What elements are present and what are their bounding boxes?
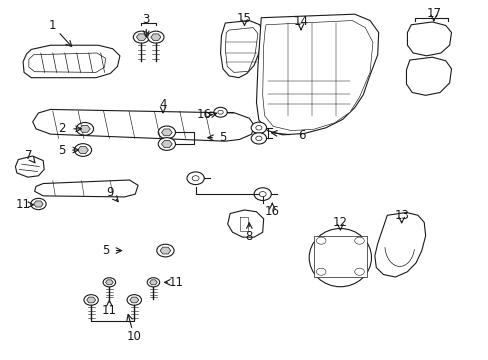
Text: 4: 4: [159, 98, 166, 111]
Polygon shape: [406, 57, 450, 95]
Polygon shape: [262, 21, 372, 131]
Circle shape: [74, 144, 91, 156]
Polygon shape: [161, 141, 172, 148]
Text: 6: 6: [298, 129, 305, 143]
Polygon shape: [29, 53, 105, 72]
Circle shape: [147, 31, 163, 43]
Polygon shape: [256, 14, 378, 135]
Text: 17: 17: [426, 7, 440, 20]
Polygon shape: [220, 21, 262, 78]
Circle shape: [192, 176, 199, 181]
Polygon shape: [34, 201, 43, 207]
FancyBboxPatch shape: [313, 237, 366, 277]
Text: 13: 13: [393, 209, 408, 222]
Text: 16: 16: [196, 108, 211, 121]
Circle shape: [255, 136, 262, 141]
Polygon shape: [407, 22, 450, 56]
Text: 16: 16: [264, 205, 279, 218]
Circle shape: [158, 138, 175, 150]
Circle shape: [133, 31, 149, 43]
Circle shape: [127, 294, 141, 305]
Text: 5: 5: [219, 131, 226, 144]
Polygon shape: [105, 280, 113, 285]
Circle shape: [259, 192, 265, 197]
Text: 11: 11: [16, 198, 31, 211]
Polygon shape: [16, 156, 44, 177]
Text: 14: 14: [293, 15, 308, 28]
Polygon shape: [160, 247, 170, 254]
Ellipse shape: [308, 229, 371, 287]
Text: 11: 11: [169, 276, 183, 289]
Text: 9: 9: [106, 186, 114, 199]
Circle shape: [354, 237, 364, 244]
Circle shape: [251, 133, 266, 144]
Polygon shape: [374, 212, 425, 277]
Circle shape: [255, 126, 262, 130]
Text: 8: 8: [245, 230, 252, 243]
Polygon shape: [136, 34, 146, 40]
Circle shape: [218, 110, 223, 114]
Polygon shape: [149, 280, 157, 285]
Polygon shape: [80, 125, 90, 132]
Text: 2: 2: [58, 122, 65, 135]
Circle shape: [157, 244, 174, 257]
Circle shape: [103, 278, 115, 287]
Circle shape: [316, 237, 325, 244]
Text: 15: 15: [237, 12, 251, 25]
Circle shape: [76, 122, 93, 135]
Text: 11: 11: [102, 304, 117, 317]
Polygon shape: [86, 297, 96, 303]
Circle shape: [84, 294, 98, 305]
Text: 12: 12: [332, 216, 347, 229]
Circle shape: [213, 107, 227, 117]
Circle shape: [316, 268, 325, 275]
Polygon shape: [129, 297, 139, 303]
Polygon shape: [225, 28, 257, 72]
Polygon shape: [23, 45, 120, 78]
Circle shape: [158, 126, 175, 139]
Text: 10: 10: [126, 330, 142, 343]
Circle shape: [254, 188, 271, 201]
Circle shape: [354, 268, 364, 275]
Polygon shape: [150, 34, 161, 40]
Circle shape: [31, 198, 46, 210]
Circle shape: [147, 278, 160, 287]
Circle shape: [251, 122, 266, 134]
Polygon shape: [35, 180, 138, 197]
Text: 5: 5: [58, 144, 65, 157]
Polygon shape: [227, 210, 263, 237]
Text: 3: 3: [142, 13, 150, 26]
Text: 1: 1: [49, 19, 57, 32]
Polygon shape: [78, 147, 88, 153]
Polygon shape: [33, 109, 254, 141]
Text: 5: 5: [102, 244, 109, 257]
Text: 7: 7: [25, 149, 33, 162]
Polygon shape: [161, 129, 172, 136]
Circle shape: [186, 172, 204, 185]
